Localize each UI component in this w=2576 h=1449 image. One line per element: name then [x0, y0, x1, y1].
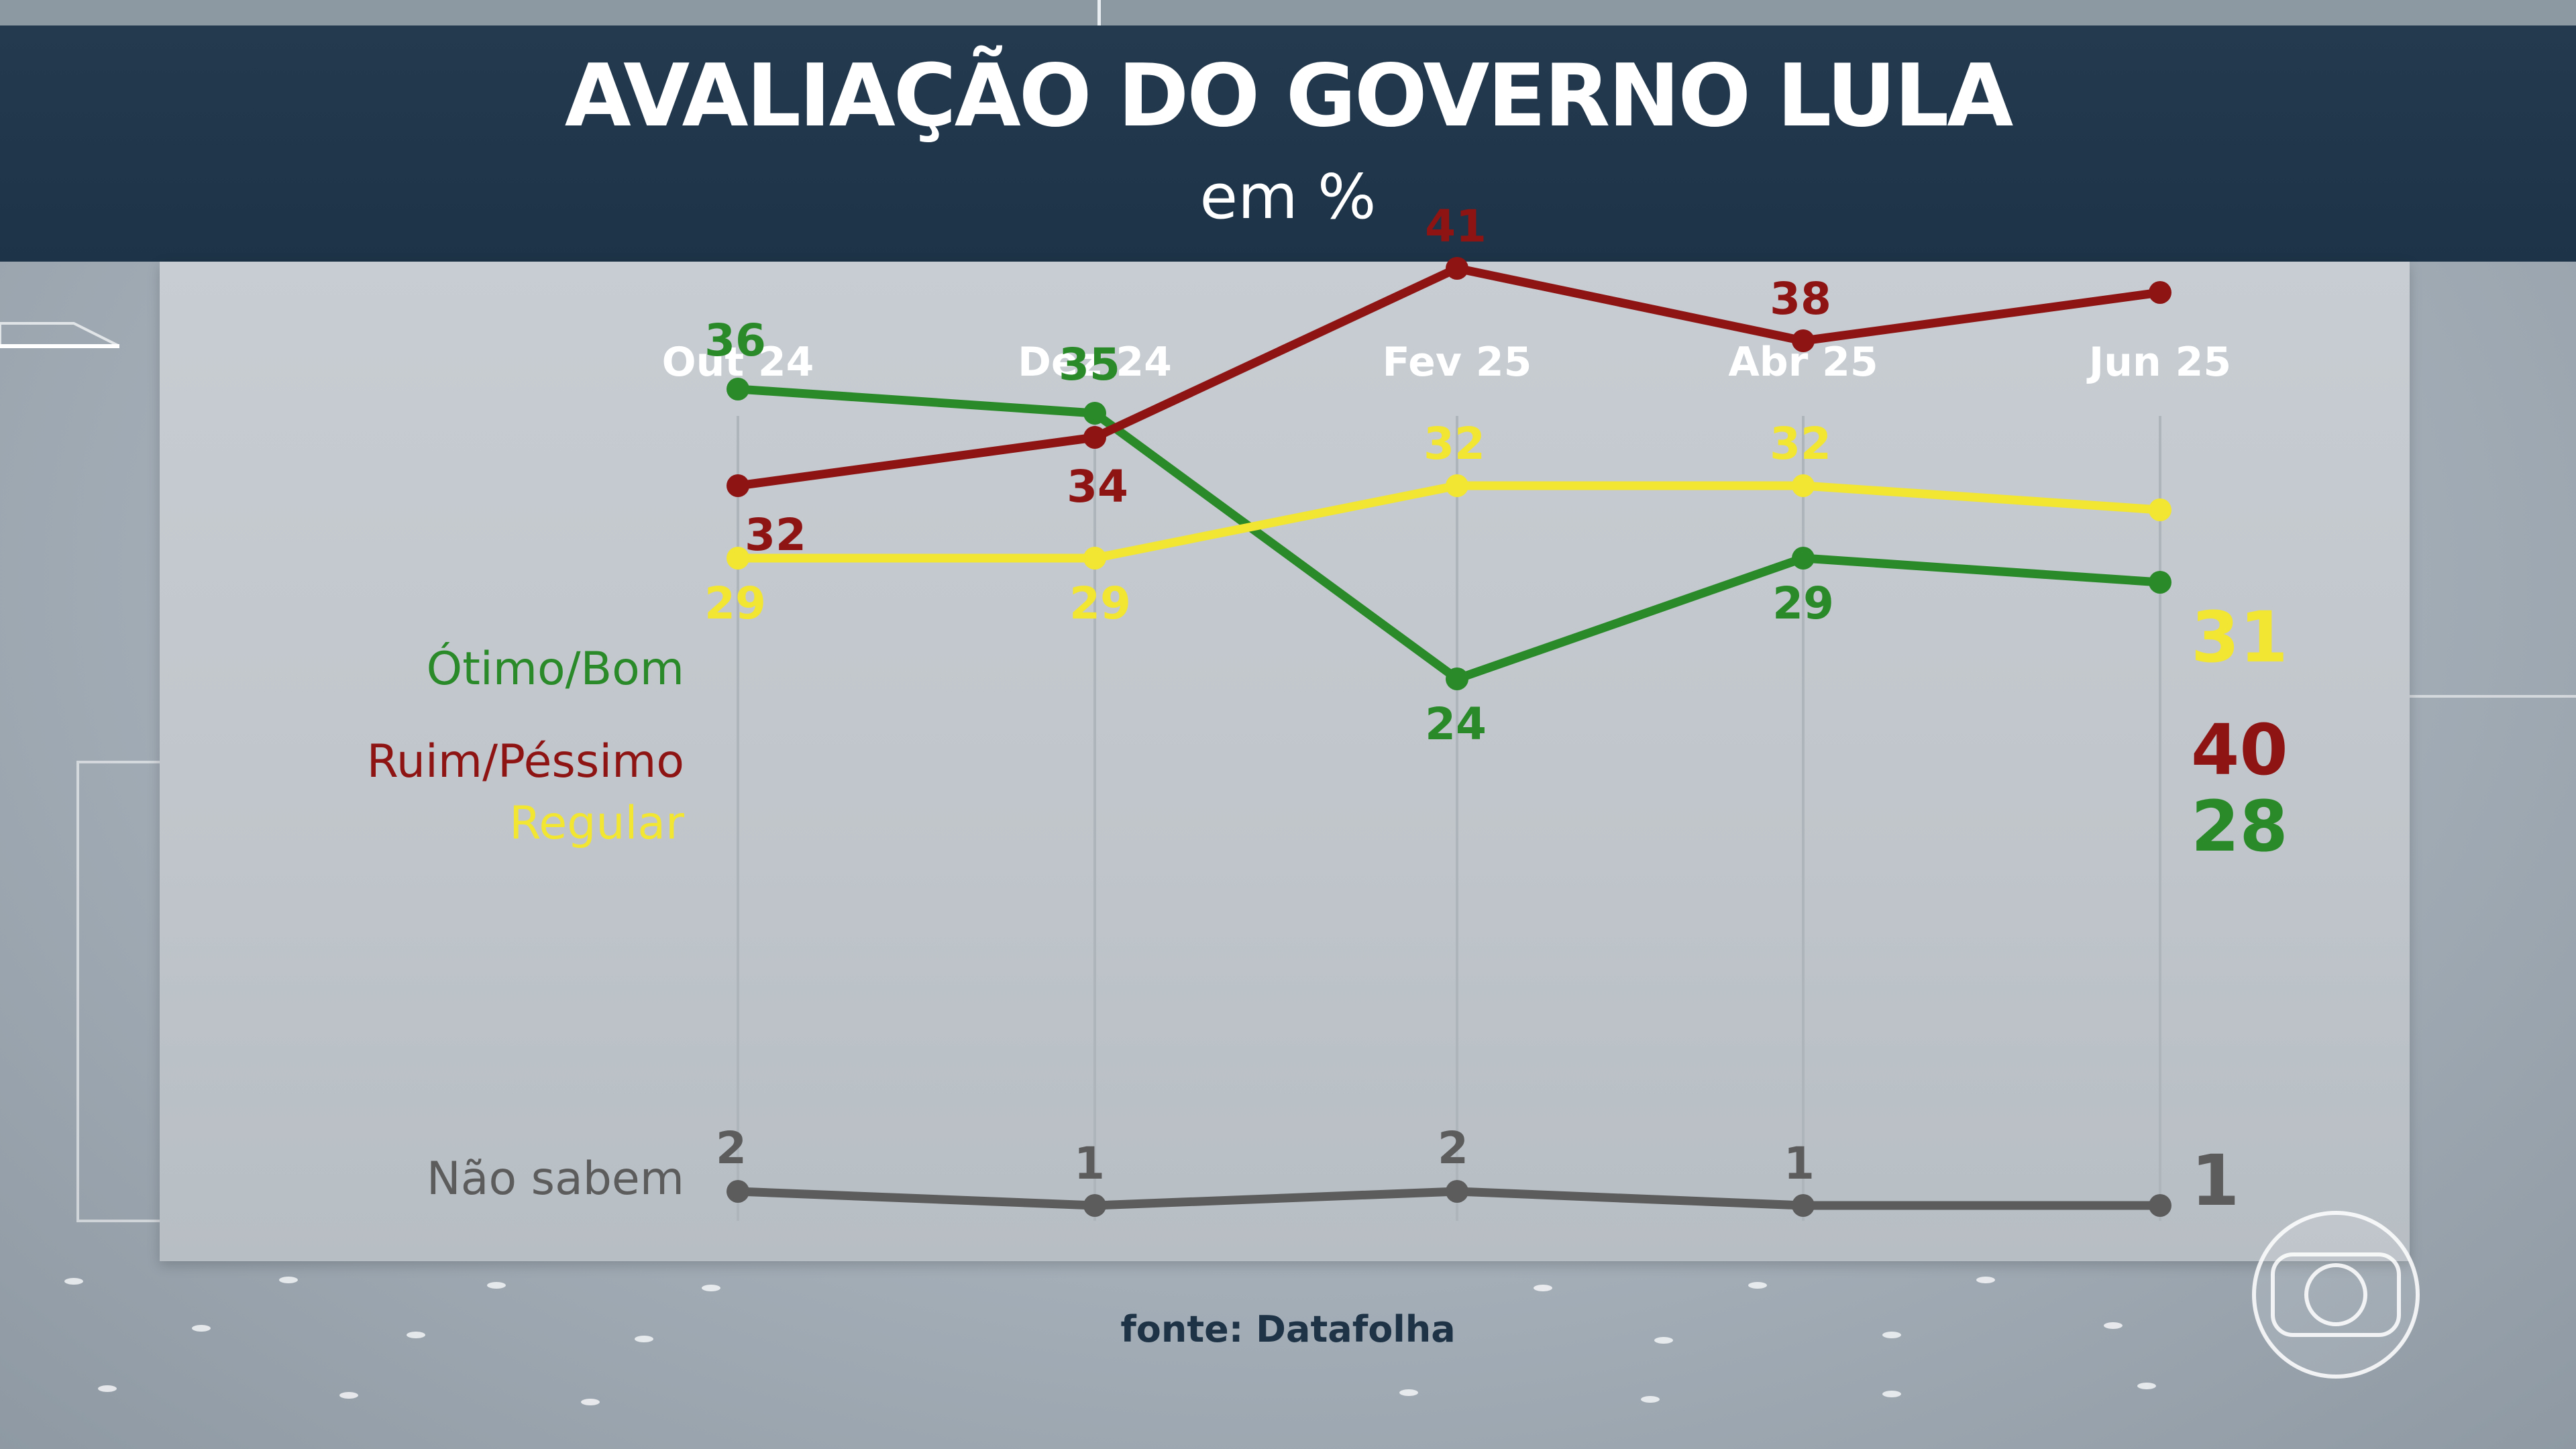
month-labels: Out 24 Dez 24 Fev 25 Abr 25 Jun 25: [662, 339, 2231, 386]
data-point: [727, 378, 749, 400]
source-note: fonte: Datafolha: [1120, 1308, 1456, 1350]
data-point: [727, 547, 749, 570]
top-strip-tick: [1097, 0, 1101, 25]
data-label: 35: [1059, 339, 1120, 390]
data-label: 1: [1784, 1138, 1815, 1189]
data-label-latest: 28: [2191, 786, 2288, 867]
data-label-latest: 40: [2191, 709, 2288, 791]
data-point: [2149, 498, 2171, 521]
data-point: [1792, 547, 1815, 570]
data-point: [1792, 474, 1815, 497]
data-point: [1792, 329, 1815, 352]
floor-decoration: [64, 1277, 2156, 1405]
data-point: [1083, 402, 1106, 425]
data-point: [1792, 1194, 1815, 1217]
series-nao-sabem: 2 1 2 1 1 Não sabem: [427, 1122, 2239, 1222]
data-label: 41: [1425, 201, 1487, 252]
month-label: Jun 25: [2086, 339, 2231, 386]
data-point: [1446, 1180, 1468, 1203]
data-label-latest: 31: [2191, 596, 2288, 678]
decorative-line: [2410, 695, 2576, 698]
data-label: 29: [704, 578, 766, 629]
data-point: [727, 1180, 749, 1203]
globo-logo-icon: [2252, 1211, 2420, 1379]
data-label: 32: [1424, 418, 1485, 470]
data-point: [1083, 547, 1106, 570]
data-label: 29: [1069, 578, 1131, 629]
series-regular: 29 29 32 32 31 Regular: [509, 418, 2288, 850]
series-name-label: Não sabem: [427, 1152, 684, 1205]
data-point: [1446, 257, 1468, 280]
decorative-wedge: [0, 322, 119, 348]
series-layer: 36 35 24 29 28 Ótimo/Bom 32 34 41 38 40 Ruim/Péssim…: [367, 201, 2288, 1222]
data-point: [1083, 426, 1106, 449]
data-label: 34: [1067, 461, 1128, 513]
data-label: 2: [716, 1122, 747, 1174]
data-label: 32: [745, 509, 806, 561]
chart-title: AVALIAÇÃO DO GOVERNO LULA: [564, 46, 2014, 146]
series-name-label: Regular: [509, 797, 684, 850]
grid-layer: [737, 416, 2161, 1221]
series-otimo-bom: 36 35 24 29 28 Ótimo/Bom: [427, 315, 2288, 867]
data-label: 2: [1438, 1122, 1468, 1174]
data-label: 36: [704, 315, 766, 366]
month-label: Dez 24: [1018, 339, 1172, 386]
data-point: [1446, 474, 1468, 497]
data-point: [2149, 281, 2171, 304]
decorative-frame: [76, 761, 166, 1222]
month-label: Fev 25: [1383, 339, 1532, 386]
data-point: [2149, 1194, 2171, 1217]
data-point: [2149, 571, 2171, 594]
chart-subtitle: em %: [1199, 161, 1377, 233]
series-name-label: Ruim/Péssimo: [367, 735, 684, 788]
data-point: [1446, 667, 1468, 690]
data-label: 24: [1425, 698, 1487, 750]
data-label: 38: [1770, 273, 1831, 325]
data-label-latest: 1: [2191, 1140, 2239, 1222]
data-point: [727, 474, 749, 497]
series-line: [733, 481, 2165, 563]
chart-panel: [160, 262, 2410, 1261]
data-label: 32: [1770, 418, 1831, 470]
top-strip: [0, 0, 2576, 25]
series-ruim-pessimo: 32 34 41 38 40 Ruim/Péssimo: [367, 201, 2288, 791]
title-banner: [0, 25, 2576, 262]
data-label: 29: [1772, 578, 1834, 629]
data-point: [1083, 1194, 1106, 1217]
data-label: 1: [1074, 1138, 1105, 1189]
series-name-label: Ótimo/Bom: [427, 642, 684, 696]
